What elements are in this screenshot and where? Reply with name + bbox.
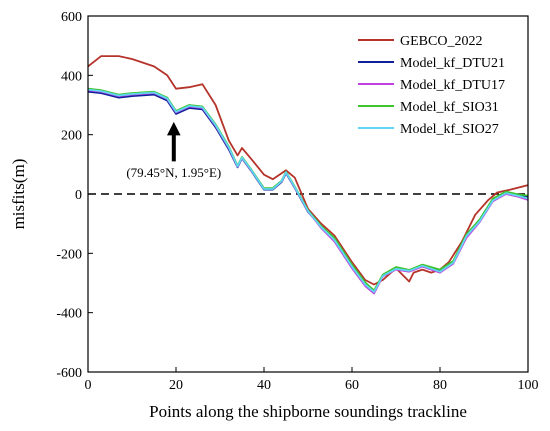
y-tick-label: 0 [75, 188, 82, 203]
y-tick-label: 400 [61, 69, 82, 84]
legend: GEBCO_2022 Model_kf_DTU21 Model_kf_DTU17 Mo… [358, 34, 505, 137]
x-tick-label: 20 [169, 378, 183, 393]
y-tick-label: -200 [56, 247, 82, 262]
legend-label: GEBCO_2022 [400, 34, 482, 49]
series-line-model-kf-dtu17 [87, 89, 529, 295]
x-axis-title: Points along the shipborne soundings tra… [149, 402, 467, 421]
series-line-model-kf-sio27 [87, 88, 529, 293]
x-tick-label: 100 [518, 378, 539, 393]
y-tick-label: -400 [56, 307, 82, 322]
series-line-model-kf-sio31 [87, 87, 529, 292]
legend-label: Model_kf_SIO31 [400, 100, 499, 115]
x-tick-label: 0 [85, 378, 92, 393]
y-tick-label: 200 [61, 129, 82, 144]
x-tick-label: 40 [257, 378, 271, 393]
x-tick-label: 60 [345, 378, 359, 393]
legend-label: Model_kf_SIO27 [400, 122, 499, 137]
axis-ticks: 0 20 40 60 80 100 -600 -400 -200 0 200 400 600 [56, 10, 538, 393]
plot-area [87, 55, 529, 295]
y-tick-label: -600 [56, 366, 82, 381]
y-axis-title: misfits(m) [9, 159, 28, 230]
x-tick-label: 80 [433, 378, 447, 393]
annotation-label: (79.45°N, 1.95°E) [126, 165, 221, 180]
annotation: (79.45°N, 1.95°E) [126, 121, 221, 180]
y-tick-label: 600 [61, 10, 82, 25]
legend-label: Model_kf_DTU17 [400, 78, 505, 93]
legend-label: Model_kf_DTU21 [400, 56, 505, 71]
annotation-arrow [166, 121, 181, 162]
